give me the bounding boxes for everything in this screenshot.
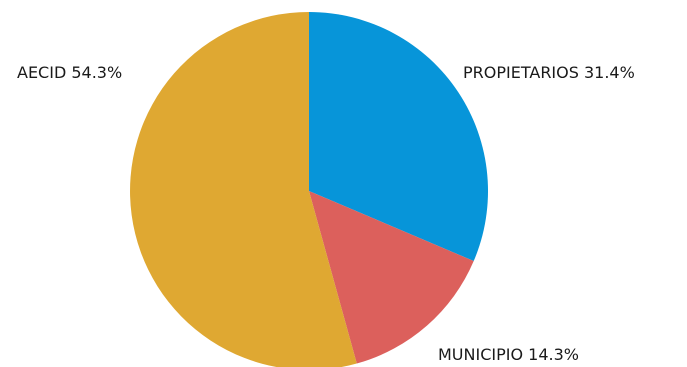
pie-labels: PROPIETARIOS 31.4% MUNICIPIO 14.3% AECID… — [17, 63, 635, 364]
pie-slice-municipio — [309, 191, 474, 364]
slice-label-municipio: MUNICIPIO 14.3% — [438, 345, 579, 364]
pie-slices — [130, 12, 489, 367]
slice-label-aecid: AECID 54.3% — [17, 63, 122, 82]
pie-slice-propietarios — [309, 12, 489, 262]
pie-slice-aecid — [130, 12, 357, 367]
slice-label-propietarios: PROPIETARIOS 31.4% — [463, 63, 635, 82]
